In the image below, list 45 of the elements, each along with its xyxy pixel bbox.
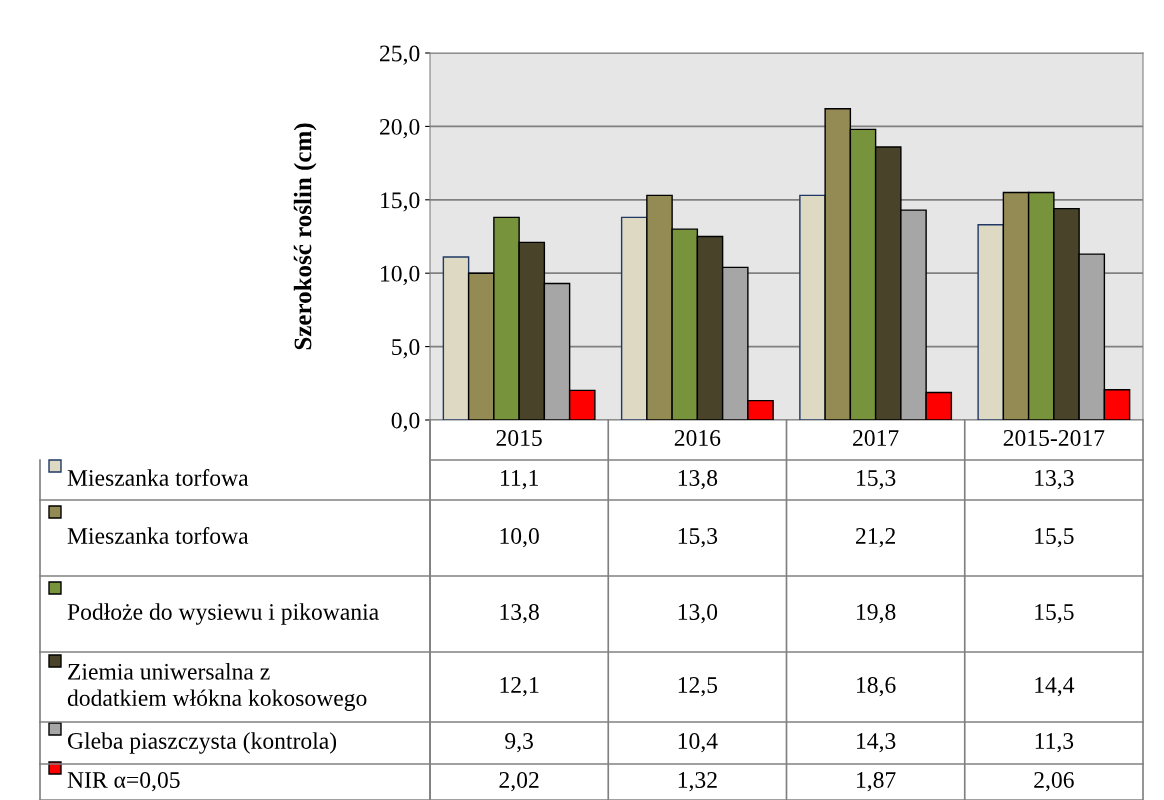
bar: [620, 216, 648, 420]
data-label: 21,2: [856, 528, 895, 548]
data-label: 15,5: [1035, 528, 1074, 548]
data-label: 13,0: [678, 603, 718, 624]
data-label: 13,3: [1035, 470, 1074, 490]
y-tick-label: 25,0: [379, 45, 420, 65]
data-label: 12,1: [500, 677, 539, 697]
y-axis-title: Szerokość roślin (cm): [293, 123, 317, 350]
data-label: 10,4: [678, 732, 718, 753]
legend-label: Gleba piaszczysta (kontrola): [67, 732, 337, 754]
data-label: 14,4: [1035, 677, 1075, 697]
y-tick-label: 0,0: [391, 412, 420, 432]
data-label: 15,3: [857, 470, 896, 490]
legend-label: NIR α=0,05: [67, 771, 180, 792]
data-label: 13,8: [678, 469, 718, 490]
x-tick-label: 2017: [853, 429, 899, 446]
data-label: 11,3: [1035, 733, 1074, 753]
x-tick-label: 2016: [674, 429, 721, 446]
data-label: 2,02: [499, 771, 539, 792]
y-tick-label: 20,0: [379, 118, 420, 139]
data-label: 2,06: [1034, 771, 1074, 792]
y-tick-label: 5,0: [392, 339, 420, 359]
data-label: 11,1: [500, 470, 538, 490]
legend-label: Mieszanka torfowa: [67, 527, 249, 544]
bar: [977, 224, 1005, 420]
legend-label: Mieszanka torfowa: [67, 469, 249, 486]
data-label: 13,8: [500, 603, 539, 624]
x-tick-label: 2015-2017: [1003, 429, 1105, 446]
legend-label: Ziemia uniwersalna z dodatkiem włókna kokosowego: [67, 663, 367, 711]
data-label: 10,0: [500, 527, 539, 548]
legend-label: Podłoże do wysiewu i pikowania: [67, 603, 379, 625]
data-label: 12,5: [678, 677, 718, 697]
data-label: 18,6: [857, 676, 896, 697]
y-tick-label: 15,0: [381, 192, 420, 212]
data-label: 9,3: [505, 733, 533, 753]
data-label: 15,5: [1035, 604, 1074, 624]
bar: [442, 256, 470, 420]
y-tick-label: 10,0: [381, 265, 420, 286]
data-label: 1,87: [857, 771, 896, 792]
data-label: 1,32: [678, 772, 717, 792]
data-label: 15,3: [678, 528, 718, 548]
bar: [799, 194, 826, 420]
data-label: 14,3: [857, 733, 896, 753]
data-label: 19,8: [857, 603, 896, 624]
x-tick-label: 2015: [496, 429, 542, 446]
